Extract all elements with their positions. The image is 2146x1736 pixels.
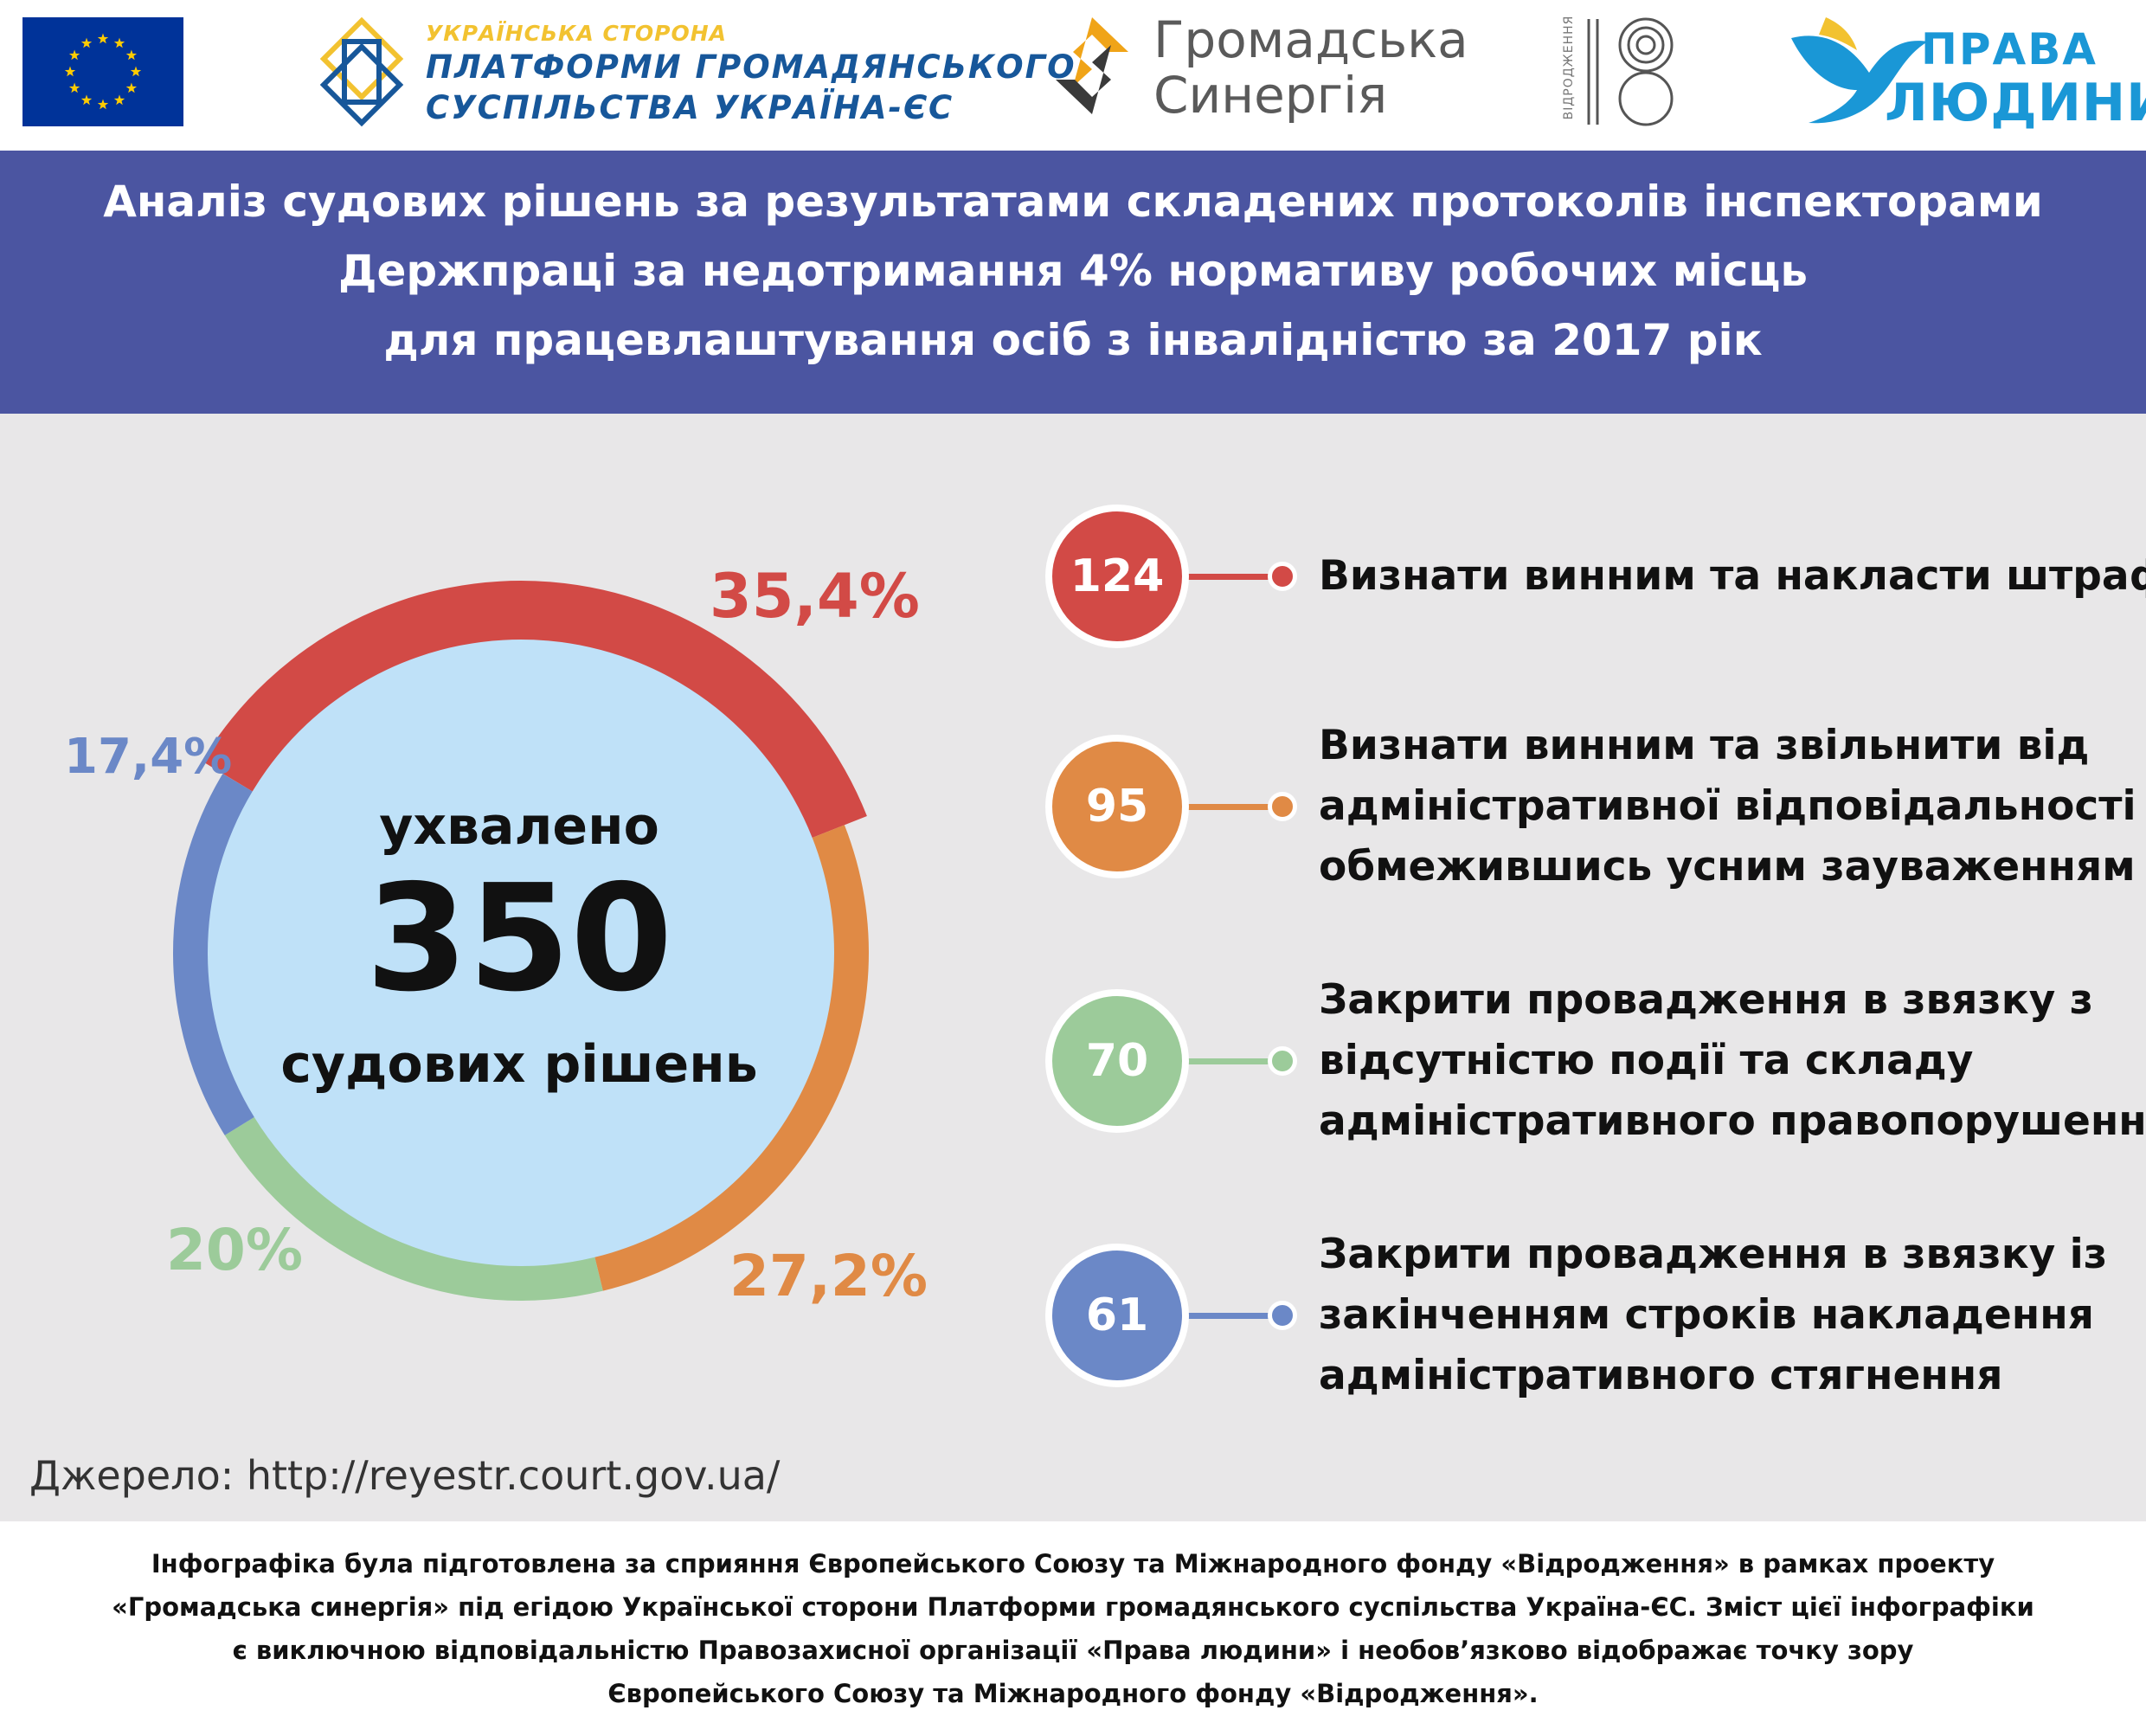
percent-label-2: 27,2% bbox=[729, 1243, 928, 1309]
legend-dot bbox=[1268, 562, 1297, 591]
legend-description-line: Визнати винним та звільнити від bbox=[1319, 722, 2090, 769]
count-bubble: 61 bbox=[1045, 1244, 1189, 1387]
percent-label-4: 17,4% bbox=[64, 729, 233, 785]
legend-dot bbox=[1268, 792, 1297, 821]
title-line3: для працевлаштування осіб з інвалідністю… bbox=[383, 315, 1763, 365]
vidrodzhennia-logo-icon bbox=[1584, 16, 1687, 128]
platform-top-text: УКРАЇНСЬКА СТОРОНА bbox=[426, 21, 727, 46]
legend-connector bbox=[1175, 1058, 1282, 1064]
eu-star-icon bbox=[125, 82, 138, 93]
eu-star-icon bbox=[125, 49, 138, 61]
eu-star-icon bbox=[64, 66, 76, 77]
title-banner: Аналіз судових рішень за результатами ск… bbox=[0, 151, 2146, 414]
legend-connector bbox=[1175, 574, 1282, 580]
footer-line3: є виключною відповідальністю Правозахисн… bbox=[232, 1636, 1914, 1665]
eu-star-icon bbox=[68, 49, 80, 61]
legend-connector bbox=[1175, 1313, 1282, 1319]
donut-center-disk bbox=[201, 633, 841, 1273]
eu-star-icon bbox=[97, 33, 109, 44]
synergy-line2: Синергія bbox=[1153, 66, 1388, 125]
synergy-logo-icon bbox=[1049, 14, 1135, 118]
eu-star-icon bbox=[80, 94, 93, 106]
legend-description-line: Закрити провадження в звязку із bbox=[1319, 1231, 2108, 1278]
legend-description-line: адміністративного стягнення bbox=[1319, 1352, 2003, 1399]
footer-line1: Інфографіка була підготовлена за сприянн… bbox=[151, 1549, 1995, 1578]
count-bubble: 70 bbox=[1045, 989, 1189, 1133]
legend-description-line: відсутністю події та складу bbox=[1319, 1037, 1974, 1084]
legend-dot bbox=[1268, 1301, 1297, 1330]
platform-line2: СУСПІЛЬСТВА УКРАЇНА-ЄС bbox=[426, 89, 954, 126]
count-bubble: 95 bbox=[1045, 735, 1189, 878]
title-line1: Аналіз судових рішень за результатами ск… bbox=[103, 177, 2043, 227]
legend-description: Закрити провадження в звязку з відсутніст… bbox=[1319, 970, 2146, 1152]
center-bottom-text: судових рішень bbox=[280, 1034, 758, 1095]
legend-description: Визнати винним та звільнити від адміністр… bbox=[1319, 716, 2136, 897]
legend-description-line: Визнати винним та накласти штраф bbox=[1319, 552, 2146, 600]
eu-star-icon bbox=[113, 94, 125, 106]
footer: Інфографіка була підготовлена за сприянн… bbox=[0, 1521, 2146, 1736]
dove-logo-icon bbox=[1774, 12, 1930, 133]
eu-stars-icon bbox=[22, 17, 183, 126]
legend-description-line: обмежившись усним зауваженням bbox=[1319, 843, 2136, 891]
center-total-number: 350 bbox=[365, 853, 673, 1025]
legend-description-line: закінченням строків накладення bbox=[1319, 1291, 2094, 1339]
count-bubble: 124 bbox=[1045, 505, 1189, 648]
eu-star-icon bbox=[113, 37, 125, 48]
prava-line1: ПРАВА bbox=[1921, 24, 2098, 74]
donut-chart bbox=[172, 581, 869, 1301]
legend-dot bbox=[1268, 1046, 1297, 1076]
donut-segment-4 bbox=[172, 773, 254, 1135]
prava-line2: ЛЮДИНИ bbox=[1885, 73, 2146, 133]
center-top-text: ухвалено bbox=[379, 796, 659, 857]
percent-label-1: 35,4% bbox=[710, 561, 920, 632]
percent-label-3: 20% bbox=[166, 1217, 303, 1283]
eu-star-icon bbox=[97, 99, 109, 110]
legend-description: Визнати винним та накласти штраф bbox=[1319, 546, 2146, 607]
donut-segment-3 bbox=[224, 1116, 603, 1301]
legend-description: Закрити провадження в звязку із закінченн… bbox=[1319, 1225, 2107, 1406]
footer-line2: «Громадська синергія» під егідою Українс… bbox=[112, 1592, 2034, 1622]
platform-line1: ПЛАТФОРМИ ГРОМАДЯНСЬКОГО bbox=[426, 48, 1076, 86]
eu-star-icon bbox=[80, 37, 93, 48]
eu-star-icon bbox=[130, 66, 142, 77]
donut-segment-1 bbox=[202, 581, 867, 838]
synergy-line1: Громадська bbox=[1153, 10, 1468, 69]
title-line2: Держпраці за недотримання 4% нормативу р… bbox=[337, 246, 1809, 296]
legend-description-line: Закрити провадження в звязку з bbox=[1319, 976, 2093, 1024]
platform-logo bbox=[318, 16, 405, 128]
legend-description-line: адміністративного правопорушення bbox=[1319, 1097, 2146, 1145]
header: УКРАЇНСЬКА СТОРОНА ПЛАТФОРМИ ГРОМАДЯНСЬК… bbox=[0, 0, 2146, 147]
legend-connector bbox=[1175, 804, 1282, 810]
eu-star-icon bbox=[68, 82, 80, 93]
vidrodzhennia-vertical-text: ВІДРОДЖЕННЯ bbox=[1562, 15, 1576, 120]
eu-flag-logo bbox=[22, 17, 183, 126]
legend-description-line: адміністративної відповідальності bbox=[1319, 782, 2136, 830]
source-text: Джерело: http://reyestr.court.gov.ua/ bbox=[29, 1452, 781, 1499]
footer-line4: Європейського Союзу та Міжнародного фонд… bbox=[607, 1679, 1539, 1708]
donut-segment-2 bbox=[594, 825, 869, 1291]
